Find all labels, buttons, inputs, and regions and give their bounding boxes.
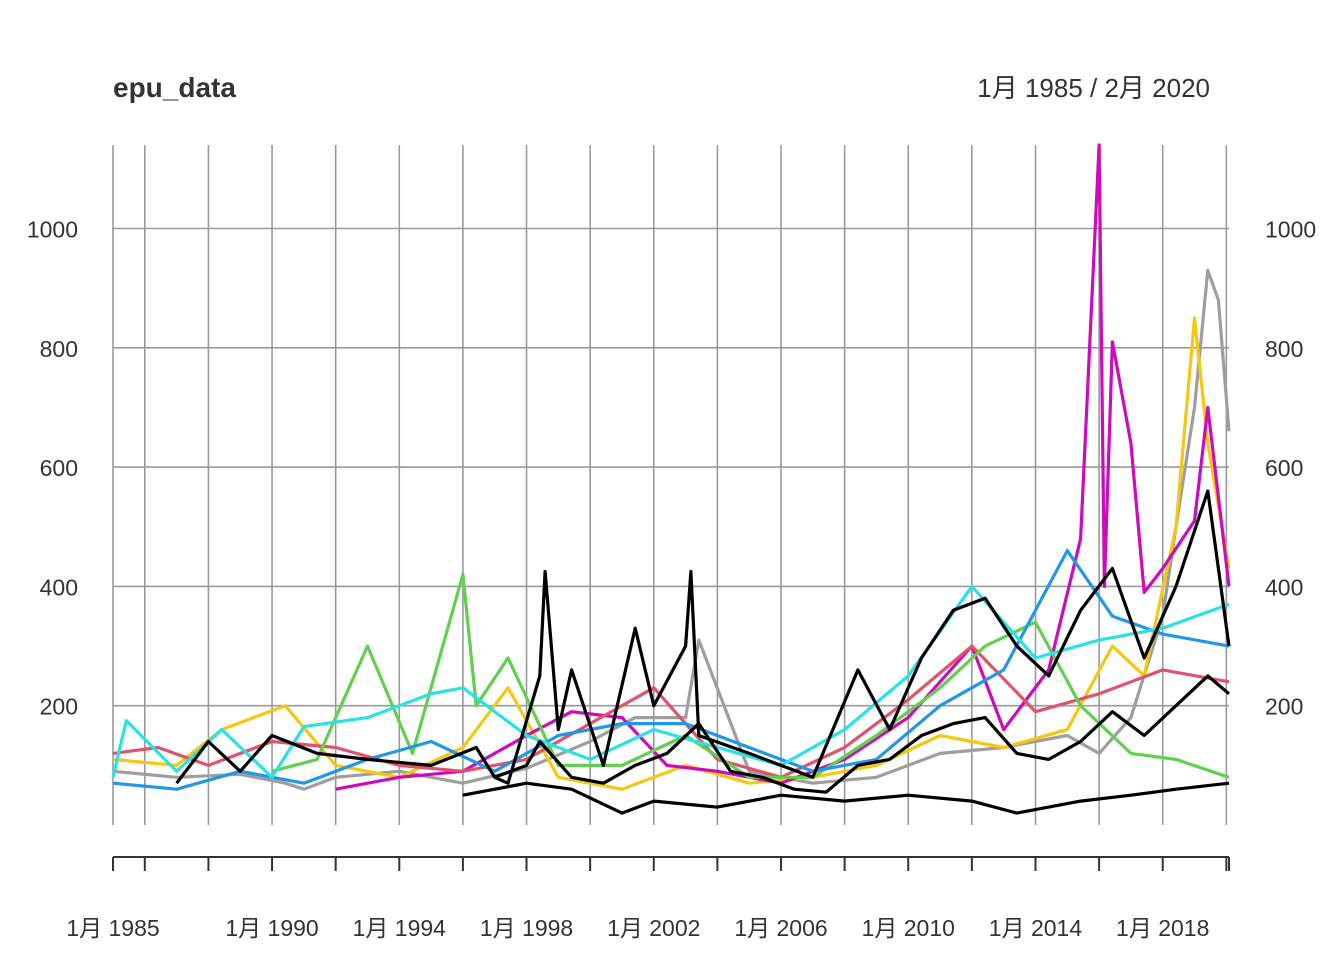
series-line bbox=[112, 644, 1230, 779]
y-tick-label-left: 800 bbox=[40, 336, 78, 362]
series-line bbox=[111, 584, 1230, 779]
y-tick-label-left: 200 bbox=[40, 694, 78, 720]
y-tick-label-right: 400 bbox=[1265, 574, 1303, 600]
x-tick-label: 1月 2002 bbox=[607, 915, 700, 941]
x-tick-label: 1月 2006 bbox=[734, 915, 827, 941]
y-tick-label-right: 600 bbox=[1265, 455, 1303, 481]
x-tick-label: 1月 1985 bbox=[66, 915, 159, 941]
x-tick-label: 1月 1994 bbox=[353, 915, 447, 941]
grid-lines bbox=[112, 145, 1229, 825]
x-tick-label: 1月 2014 bbox=[989, 915, 1083, 941]
x-tick-label: 1月 1990 bbox=[225, 915, 318, 941]
x-tick-label: 1月 2010 bbox=[862, 915, 955, 941]
series-line bbox=[112, 549, 1230, 791]
chart-title: epu_data bbox=[113, 72, 236, 103]
series-line bbox=[271, 572, 1230, 779]
x-tick-label: 1月 1998 bbox=[480, 915, 573, 941]
y-tick-label-left: 600 bbox=[40, 455, 78, 481]
y-tick-label-right: 800 bbox=[1265, 336, 1303, 362]
axes: 200 200 400 400 600 600 800 800 1000 1000 1月 1985 1… bbox=[27, 217, 1316, 941]
series-line bbox=[462, 781, 1230, 815]
x-tick-label: 1月 2018 bbox=[1116, 915, 1209, 941]
series-line bbox=[494, 674, 1231, 794]
series-line bbox=[175, 489, 1231, 785]
y-tick-label-right: 200 bbox=[1265, 694, 1303, 720]
y-tick-label-right: 1000 bbox=[1265, 217, 1316, 243]
y-tick-label-left: 1000 bbox=[27, 217, 78, 243]
chart-date-range: 1月 1985 / 2月 2020 bbox=[977, 73, 1210, 103]
y-tick-label-left: 400 bbox=[40, 574, 78, 600]
series-lines bbox=[111, 143, 1231, 815]
series-line bbox=[335, 143, 1231, 791]
